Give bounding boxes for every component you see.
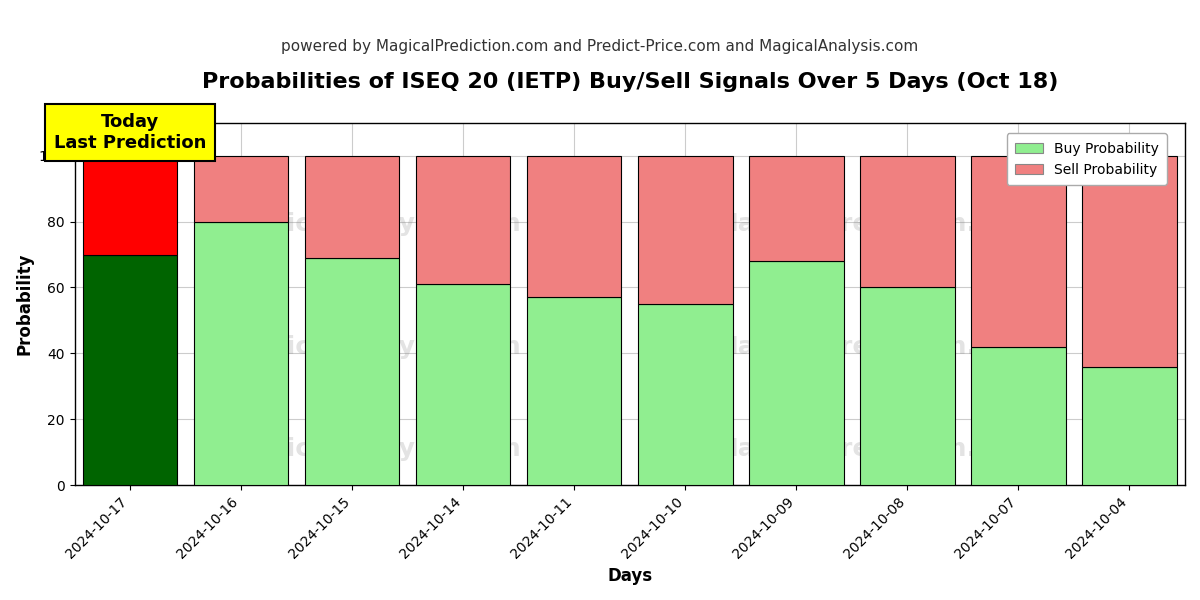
Bar — [1082, 155, 1177, 367]
Text: MagicalAnalysis.com: MagicalAnalysis.com — [228, 212, 521, 236]
Bar — [83, 254, 178, 485]
Text: MagicalAnalysis.com: MagicalAnalysis.com — [228, 335, 521, 359]
Title: Probabilities of ISEQ 20 (IETP) Buy/Sell Signals Over 5 Days (Oct 18): Probabilities of ISEQ 20 (IETP) Buy/Sell… — [202, 72, 1058, 92]
Bar — [416, 155, 510, 284]
Bar — [749, 261, 844, 485]
Legend: Buy Probability, Sell Probability: Buy Probability, Sell Probability — [1007, 133, 1166, 185]
Text: MagicalPrediction.com: MagicalPrediction.com — [714, 212, 1034, 236]
Bar — [638, 155, 732, 304]
Bar — [527, 155, 622, 298]
Text: MagicalPrediction.com: MagicalPrediction.com — [714, 437, 1034, 461]
Bar — [194, 155, 288, 221]
Bar — [305, 155, 400, 258]
Text: MagicalAnalysis.com: MagicalAnalysis.com — [228, 437, 521, 461]
Text: powered by MagicalPrediction.com and Predict-Price.com and MagicalAnalysis.com: powered by MagicalPrediction.com and Pre… — [281, 39, 919, 54]
Bar — [1082, 367, 1177, 485]
Bar — [971, 155, 1066, 347]
Bar — [971, 347, 1066, 485]
Bar — [527, 298, 622, 485]
Bar — [860, 287, 955, 485]
Y-axis label: Probability: Probability — [16, 253, 34, 355]
Text: MagicalPrediction.com: MagicalPrediction.com — [714, 335, 1034, 359]
X-axis label: Days: Days — [607, 567, 653, 585]
Bar — [749, 155, 844, 261]
Bar — [638, 304, 732, 485]
Bar — [305, 258, 400, 485]
Bar — [860, 155, 955, 287]
Bar — [416, 284, 510, 485]
Text: Today
Last Prediction: Today Last Prediction — [54, 113, 206, 152]
Bar — [83, 155, 178, 254]
Bar — [194, 221, 288, 485]
